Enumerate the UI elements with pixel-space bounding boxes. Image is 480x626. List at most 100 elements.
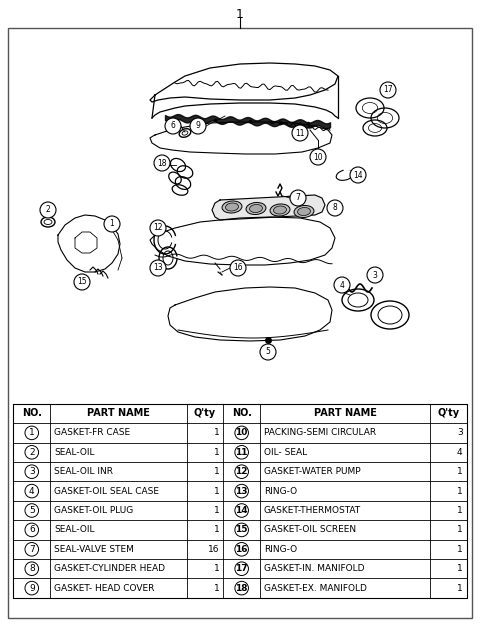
Circle shape: [235, 562, 249, 575]
Text: 7: 7: [296, 193, 300, 202]
Text: PART NAME: PART NAME: [87, 409, 150, 418]
Circle shape: [310, 149, 326, 165]
Circle shape: [230, 260, 246, 276]
Text: 17: 17: [235, 564, 248, 573]
Text: Q'ty: Q'ty: [437, 409, 459, 418]
Text: 16: 16: [208, 545, 219, 554]
Text: 2: 2: [46, 205, 50, 215]
Text: PART NAME: PART NAME: [313, 409, 376, 418]
Text: 14: 14: [235, 506, 248, 515]
Text: 1: 1: [29, 428, 35, 438]
Circle shape: [260, 344, 276, 360]
Text: NO.: NO.: [22, 409, 42, 418]
Text: 4: 4: [29, 486, 35, 496]
Circle shape: [165, 118, 181, 134]
Text: 1: 1: [214, 506, 219, 515]
Text: 3: 3: [29, 467, 35, 476]
Text: 12: 12: [153, 223, 163, 232]
Text: GASKET-OIL PLUG: GASKET-OIL PLUG: [54, 506, 133, 515]
Text: SEAL-VALVE STEM: SEAL-VALVE STEM: [54, 545, 134, 554]
Circle shape: [25, 582, 38, 595]
Text: 13: 13: [153, 264, 163, 272]
Text: 1: 1: [457, 506, 463, 515]
Ellipse shape: [250, 205, 263, 212]
Text: Q'ty: Q'ty: [194, 409, 216, 418]
Circle shape: [25, 504, 38, 517]
Circle shape: [235, 523, 249, 536]
Text: 4: 4: [339, 280, 345, 289]
Polygon shape: [212, 195, 325, 220]
Circle shape: [25, 465, 38, 478]
Circle shape: [25, 523, 38, 536]
Text: 1: 1: [457, 545, 463, 554]
Text: NO.: NO.: [232, 409, 252, 418]
Text: 12: 12: [235, 467, 248, 476]
Circle shape: [235, 504, 249, 517]
Text: GASKET-EX. MANIFOLD: GASKET-EX. MANIFOLD: [264, 583, 367, 593]
Text: 14: 14: [353, 170, 363, 180]
Ellipse shape: [270, 204, 290, 216]
Text: 1: 1: [457, 467, 463, 476]
Circle shape: [235, 543, 249, 556]
Text: 7: 7: [29, 545, 35, 554]
Ellipse shape: [226, 203, 239, 211]
Text: OIL- SEAL: OIL- SEAL: [264, 448, 307, 457]
Text: RING-O: RING-O: [264, 545, 297, 554]
Circle shape: [25, 446, 38, 459]
Text: 1: 1: [109, 220, 114, 228]
Text: 18: 18: [235, 583, 248, 593]
Circle shape: [327, 200, 343, 216]
Text: 11: 11: [235, 448, 248, 457]
Text: 1: 1: [214, 448, 219, 457]
Circle shape: [40, 202, 56, 218]
Circle shape: [350, 167, 366, 183]
Text: 13: 13: [235, 486, 248, 496]
Circle shape: [154, 155, 170, 171]
Text: 2: 2: [29, 448, 35, 457]
Ellipse shape: [298, 207, 311, 215]
Ellipse shape: [246, 202, 266, 215]
Circle shape: [150, 220, 166, 236]
Text: 9: 9: [195, 121, 201, 130]
Text: GASKET- HEAD COVER: GASKET- HEAD COVER: [54, 583, 155, 593]
Circle shape: [150, 260, 166, 276]
Text: 8: 8: [333, 203, 337, 212]
Text: 5: 5: [29, 506, 35, 515]
Text: 8: 8: [29, 564, 35, 573]
Bar: [13, 404, 467, 598]
Circle shape: [235, 446, 249, 459]
Circle shape: [367, 267, 383, 283]
Text: 9: 9: [29, 583, 35, 593]
Text: GASKET-IN. MANIFOLD: GASKET-IN. MANIFOLD: [264, 564, 364, 573]
Text: 1: 1: [214, 486, 219, 496]
Text: 1: 1: [457, 564, 463, 573]
Text: 1: 1: [214, 583, 219, 593]
Text: 11: 11: [295, 128, 305, 138]
Circle shape: [25, 485, 38, 498]
Text: SEAL-OIL: SEAL-OIL: [54, 448, 95, 457]
Circle shape: [25, 426, 38, 439]
Circle shape: [235, 582, 249, 595]
Circle shape: [292, 125, 308, 141]
Text: 6: 6: [170, 121, 175, 130]
Text: GASKET-CYLINDER HEAD: GASKET-CYLINDER HEAD: [54, 564, 165, 573]
Text: 3: 3: [372, 270, 377, 279]
Text: 10: 10: [236, 428, 248, 438]
Text: 3: 3: [457, 428, 463, 438]
Circle shape: [74, 274, 90, 290]
Text: GASKET-OIL SCREEN: GASKET-OIL SCREEN: [264, 525, 356, 535]
Text: 17: 17: [383, 86, 393, 95]
Circle shape: [290, 190, 306, 206]
Circle shape: [190, 118, 206, 134]
Text: 4: 4: [457, 448, 463, 457]
Text: GASKET-THERMOSTAT: GASKET-THERMOSTAT: [264, 506, 361, 515]
Text: 1: 1: [457, 525, 463, 535]
Text: SEAL-OIL INR: SEAL-OIL INR: [54, 467, 113, 476]
Text: 16: 16: [233, 264, 243, 272]
Text: RING-O: RING-O: [264, 486, 297, 496]
Circle shape: [25, 562, 38, 575]
Circle shape: [104, 216, 120, 232]
Circle shape: [334, 277, 350, 293]
Text: 15: 15: [235, 525, 248, 535]
Text: 10: 10: [313, 153, 323, 162]
